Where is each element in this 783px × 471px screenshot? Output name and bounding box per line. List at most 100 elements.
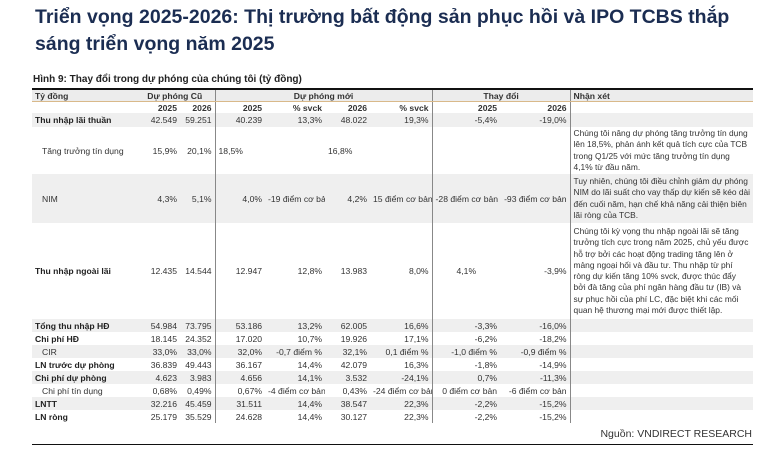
value-cell: 25.179 [150, 411, 177, 422]
value-cell: 10,7% [297, 333, 323, 344]
value-cell: 14.544 [180, 223, 216, 320]
header-subcolumn: 2026 [500, 101, 571, 113]
value-cell: 22,3% [370, 410, 433, 424]
value-cell: 16,8% [328, 145, 353, 156]
row-label: NIM [32, 174, 135, 224]
value-cell: 16,3% [370, 358, 433, 372]
value-cell: 14,4% [297, 411, 323, 422]
value-cell: 48.022 [325, 113, 371, 127]
value-cell: 36.839 [150, 359, 177, 370]
value-cell: 8,0% [370, 223, 433, 320]
value-cell: 22,3% [370, 397, 433, 411]
value-cell: -2,2% [432, 397, 501, 411]
row-label: LN trước dự phòng [35, 359, 115, 370]
value-cell: -4 điểm cơ bản [268, 385, 326, 396]
value-cell: 30.127 [340, 411, 368, 422]
table-row: LNTT 32.216 45.459 31.511 14,4% 38.547 22,3% -2… [32, 397, 754, 411]
value-cell: 13.983 [340, 266, 368, 277]
comment-cell [570, 345, 754, 359]
value-cell [265, 127, 325, 174]
value-cell: 32.216 [135, 397, 180, 411]
value-cell: 33,0% [180, 345, 216, 359]
value-cell: -6 điểm cơ bản [500, 384, 571, 398]
value-cell: -3,9% [500, 223, 571, 320]
header-subcolumn: 2025 [157, 102, 177, 113]
table-row: CIR 33,0% 33,0% 32,0% -0,7 điểm % 32,1% 0,1 đi… [32, 345, 754, 359]
value-cell: 4,3% [135, 174, 180, 224]
value-cell: 4,2% [325, 174, 371, 224]
comment-cell [570, 371, 754, 385]
value-cell: 40.239 [215, 113, 266, 127]
row-label: Chi phí tín dụng [42, 385, 103, 396]
value-cell: 42.079 [340, 359, 368, 370]
row-label: Thu nhập lãi thuần [32, 113, 135, 127]
table-row: NIM 4,3% 5,1% 4,0% -19 điểm cơ bản 4,2% 15 điể… [32, 174, 754, 224]
comment-cell [570, 384, 753, 397]
table-row: Tăng trưởng tín dụng 15,9% 20,1% 18,5% 16,8%… [32, 127, 753, 175]
value-cell: 20,1% [180, 127, 216, 175]
value-cell: 49.443 [180, 358, 216, 372]
comment-cell [570, 113, 754, 127]
value-cell: 42.549 [135, 113, 180, 127]
figure-caption: Hình 9: Thay đổi trong dự phóng của chún… [33, 74, 302, 85]
value-cell: -15,2% [500, 410, 571, 424]
value-cell: 3.983 [180, 371, 216, 385]
row-label: CIR [32, 345, 135, 359]
header-subcolumn: 2025 [242, 102, 263, 113]
value-cell: -11,3% [500, 371, 571, 385]
table-row: Tổng thu nhập HĐ 54.984 73.795 53.186 13,2% 6… [32, 319, 754, 333]
value-cell: -1,0 điểm % [432, 345, 501, 359]
row-label: LNTT [32, 397, 135, 411]
value-cell: -1,8% [474, 359, 498, 370]
value-cell: 18.145 [150, 333, 177, 344]
header-new-forecast: Dự phóng mới [215, 89, 433, 102]
value-cell: 12,8% [297, 266, 323, 277]
value-cell: 14,4% [265, 397, 326, 411]
table-row: Chi phí tín dụng 0,68% 0,49% 0,67% -4 điểm c… [32, 384, 753, 398]
header-comment: Nhận xét [570, 89, 754, 102]
row-label: Chi phí dự phòng [32, 371, 135, 385]
value-cell: -15,2% [500, 397, 571, 411]
value-cell: 54.984 [135, 319, 180, 333]
value-cell: 18,5% [218, 145, 243, 156]
value-cell: 5,1% [180, 174, 216, 224]
value-cell [370, 127, 433, 175]
header-empty [32, 102, 135, 114]
table-row: Thu nhập lãi thuần 42.549 59.251 40.239 13,3… [32, 113, 754, 127]
value-cell: 14,1% [265, 371, 326, 385]
comment-cell [570, 358, 753, 371]
value-cell: 35.529 [180, 410, 216, 424]
value-cell: 4,0% [215, 174, 266, 224]
value-cell: 17.020 [235, 333, 263, 344]
page-title: Triển vọng 2025-2026: Thị trường bất độn… [35, 6, 730, 55]
value-cell [500, 127, 571, 175]
header-unit: Tỷ đồng [32, 89, 135, 102]
value-cell: -93 điểm cơ bản [500, 174, 571, 224]
row-label: Chi phí HĐ [35, 333, 79, 344]
value-cell: -0,9 điểm % [500, 345, 571, 359]
row-label: Thu nhập ngoài lãi [35, 266, 111, 277]
comment-cell: Chúng tôi nâng dự phóng tăng trưởng tín … [573, 128, 748, 172]
value-cell: -0,7 điểm % [265, 345, 326, 359]
value-cell: -3,3% [432, 319, 501, 333]
header-subcolumn: % svck [370, 101, 433, 113]
value-cell: 16,6% [370, 319, 433, 333]
forecast-changes-table: Tỷ đồng Dự phóng Cũ Dự phóng mới Thay đổ… [32, 88, 754, 424]
header-subcolumn: 2026 [180, 101, 216, 113]
value-cell: 53.186 [215, 319, 266, 333]
comment-cell [570, 319, 754, 333]
value-cell: 24.352 [180, 332, 216, 346]
value-cell: 19,3% [370, 113, 433, 127]
value-cell: 24.628 [235, 411, 263, 422]
header-change: Thay đổi [432, 89, 571, 102]
header-subcolumn: 2026 [347, 102, 368, 113]
value-cell: 32,1% [325, 345, 371, 359]
header-empty [570, 102, 753, 114]
header-subcolumn: % svck [292, 102, 323, 113]
value-cell: 59.251 [180, 113, 216, 127]
value-cell: 14,4% [297, 359, 323, 370]
value-cell: -16,0% [500, 319, 571, 333]
row-label: Tổng thu nhập HĐ [32, 319, 135, 333]
value-cell [432, 127, 500, 174]
value-cell: -2,2% [474, 411, 498, 422]
